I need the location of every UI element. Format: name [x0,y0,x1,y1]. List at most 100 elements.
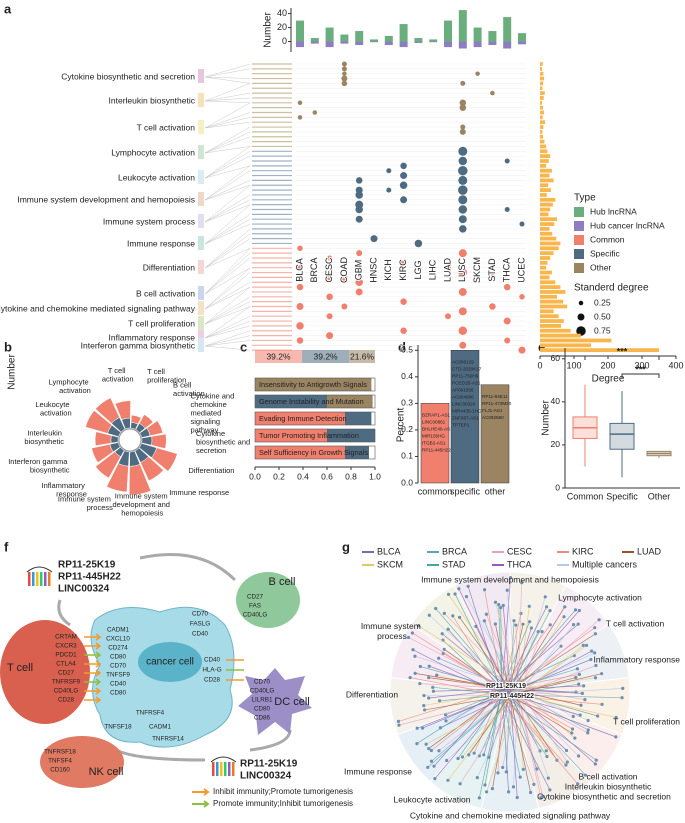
bar [540,202,553,207]
gene-label: RP11-473M20 [482,401,512,406]
bar [540,149,548,154]
x-tick-label: 0.0 [249,471,261,481]
node [528,620,532,624]
link [204,199,251,223]
node [429,748,433,753]
lncrna-label: RP11-445H22 [58,572,121,583]
bar [540,285,561,289]
edge [412,632,503,690]
summary-bar [302,350,350,363]
dot [458,287,467,296]
dot [341,303,348,310]
node [457,615,462,619]
node [514,623,518,627]
dot [475,71,480,76]
edge [442,633,511,690]
node [411,648,415,652]
bar [540,319,564,323]
dot [458,195,468,205]
bar [399,24,408,42]
bar-segment [345,412,372,425]
node [482,588,487,592]
molecule-label: CD274 [108,645,128,652]
legend-label: LUAD [637,546,662,556]
molecule-label: CRTAM [55,634,77,641]
link [204,340,251,347]
node [467,753,471,757]
node [420,726,425,730]
link [204,76,251,79]
edge [479,688,511,757]
y-tick-label: 0.2 [401,424,413,434]
category-label: Differentiation [188,466,234,475]
dot [355,177,363,184]
panel-label: b [4,339,12,354]
link [204,151,251,179]
dot [459,341,467,349]
legend-label: STAD [442,559,466,569]
x-tick-label: KICH [383,259,393,281]
molecule-label: TNFRSF9 [52,679,81,686]
node [484,612,489,616]
edge [517,619,600,690]
node [577,682,581,686]
term-label: Immune response [344,766,412,776]
legend-size [577,313,585,321]
term-label: Immune system process [361,621,423,641]
category-label: Inflammatory response [42,481,87,499]
node [445,758,449,763]
node [444,719,448,723]
lncrna-label: LINC00324 [58,584,110,595]
panel-label: c [240,339,247,354]
node [574,675,578,680]
dot [458,268,468,277]
pathway-label: Interferon gamma biosynthetic [81,340,196,350]
molecule-label: TNFRSF18 [44,749,76,756]
edge [432,686,511,696]
edge [517,606,530,696]
bar-segment [327,429,375,442]
gene-label: RP11-750H9 [452,374,479,379]
molecule-label: CD86 [254,715,271,722]
dot [458,205,468,214]
edge [509,645,562,696]
bar [414,38,423,42]
node [564,763,568,767]
hub-label: RP11-445H22 [490,693,534,700]
annotation: *** [635,364,646,374]
molecule-label: CADM1 [107,627,130,634]
node [418,682,422,686]
molecule-label: TNFRSF14 [152,736,184,743]
y-tick-label: 40 [551,396,561,406]
edge [517,582,523,690]
legend-swatch [574,207,584,217]
interaction-arrow [84,660,102,668]
dot [326,293,333,301]
edge [415,673,511,690]
molecule-label: CXCL10 [106,636,130,643]
node [427,664,431,668]
node [434,606,438,611]
node [596,714,600,718]
dot [341,66,347,72]
value-label: 39.2% [266,351,291,361]
dot [326,274,333,281]
molecule-label: CD80 [110,654,127,661]
node [415,742,419,746]
node [433,777,437,781]
bar [384,41,393,46]
molecule-label: CD27 [247,594,264,601]
link [204,146,251,154]
b-cell [236,572,300,628]
node [539,796,543,800]
row-label: Genome Instability and Mutation [259,397,364,406]
link [204,68,251,78]
edge [501,694,551,791]
node [565,760,569,764]
bar [540,81,544,86]
pathway-strip [198,301,204,315]
link [204,122,251,129]
dot [460,124,466,130]
edge [410,677,503,696]
x-tick-label: UCEC [516,257,526,283]
